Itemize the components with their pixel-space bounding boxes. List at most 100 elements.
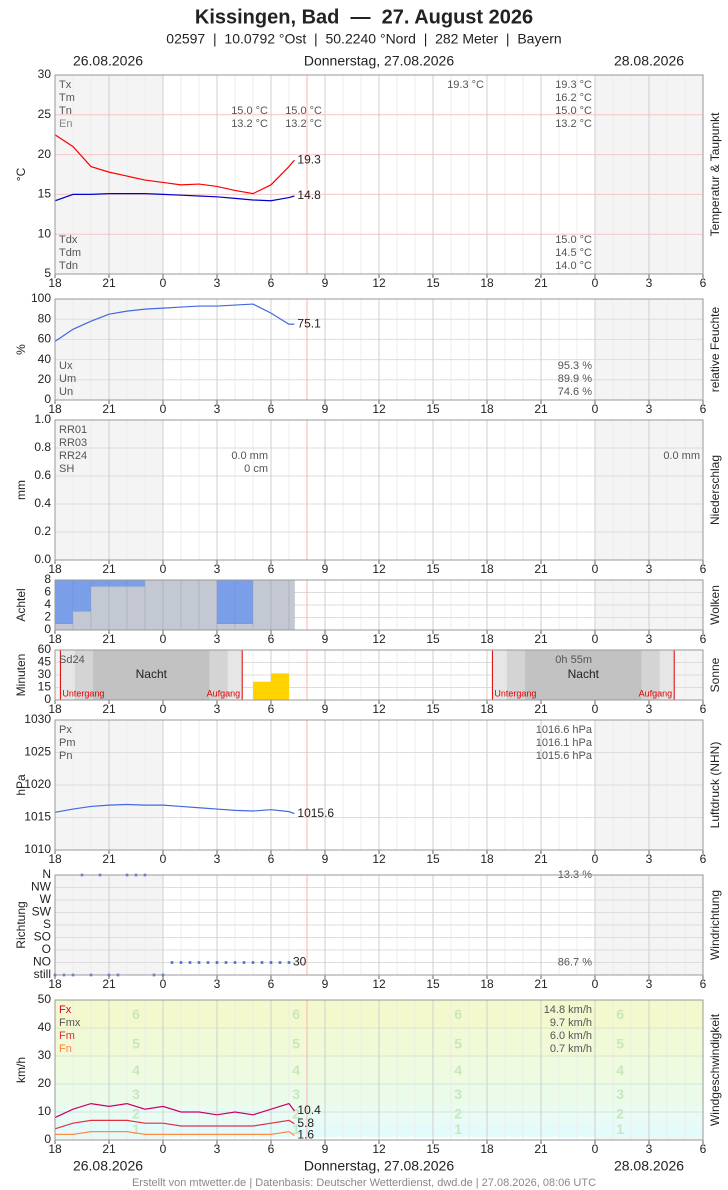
stat-label: Tdx [59, 234, 78, 246]
stat-value: 15.0 °C [555, 234, 592, 246]
end-label: 10.4 [297, 1103, 321, 1117]
x-tick-label: 6 [700, 702, 707, 716]
x-tick-label: 18 [480, 702, 494, 716]
stat-label: Tx [59, 79, 72, 91]
bar [216, 623, 236, 631]
x-tick-label: 12 [372, 562, 386, 576]
stat-value: 9.7 km/h [550, 1017, 592, 1029]
stat-label: RR03 [59, 437, 87, 449]
stat-value: 1016.6 hPa [536, 724, 593, 736]
x-tick-label: 18 [48, 702, 62, 716]
beaufort-label: 3 [454, 1086, 462, 1102]
side-label: Windgeschwindigkeit [708, 1013, 722, 1126]
stat-label: Ux [59, 360, 73, 372]
stat-label: RR24 [59, 450, 87, 462]
y-tick-label: 40 [38, 1020, 52, 1034]
beaufort-label: 2 [616, 1106, 624, 1122]
x-tick-label: 21 [534, 702, 548, 716]
bar [270, 579, 290, 631]
beaufort-label: 1 [616, 1121, 624, 1137]
x-tick-label: 21 [102, 1142, 116, 1156]
y-tick-label: 0.0 [34, 552, 51, 566]
x-tick-label: 18 [48, 276, 62, 290]
end-label: 30 [293, 955, 307, 969]
beaufort-label: 4 [616, 1062, 624, 1078]
bar [162, 579, 182, 631]
bar-complement [126, 579, 146, 587]
point [224, 961, 228, 964]
x-tick-label: 6 [268, 402, 275, 416]
side-label: Niederschlag [708, 455, 722, 525]
y-axis-label: hPa [14, 774, 28, 796]
sunrise-label: Aufgang [639, 688, 673, 698]
x-tick-label: 21 [534, 1142, 548, 1156]
title: Kissingen, Bad — 27. August 2026 [195, 6, 533, 28]
x-tick-label: 21 [534, 977, 548, 991]
y-axis-label: mm [14, 480, 28, 500]
x-tick-label: 21 [102, 977, 116, 991]
stat-value: 19.3 °C [555, 79, 592, 91]
x-tick-label: 21 [534, 852, 548, 866]
x-tick-label: 18 [480, 632, 494, 646]
x-tick-label: 3 [214, 276, 221, 290]
x-tick-label: 6 [700, 276, 707, 290]
x-tick-label: 12 [372, 1142, 386, 1156]
stat-value: 74.6 % [558, 386, 592, 398]
date-left: 26.08.2026 [73, 53, 143, 69]
x-tick-label: 9 [322, 276, 329, 290]
point [242, 961, 246, 964]
y-tick-label: 0 [44, 392, 51, 406]
x-tick-label: 21 [102, 852, 116, 866]
point [188, 961, 192, 964]
stat-value: 15.0 °C [285, 105, 322, 117]
x-tick-label: 3 [214, 402, 221, 416]
x-tick-label: 0 [592, 977, 599, 991]
stat-value: 1016.1 hPa [536, 737, 593, 749]
stat-value: 95.3 % [558, 360, 592, 372]
x-tick-label: 0 [160, 402, 167, 416]
night-label: Nacht [568, 667, 600, 681]
x-tick-label: 18 [480, 276, 494, 290]
y-tick-label: 1030 [24, 712, 51, 726]
x-tick-label: 18 [48, 977, 62, 991]
point [206, 961, 210, 964]
y-tick-label: 0 [44, 622, 51, 636]
x-tick-label: 6 [268, 562, 275, 576]
stat-value: 14.5 °C [555, 247, 592, 259]
x-tick-label: 15 [426, 702, 440, 716]
date-right: 28.08.2026 [614, 1158, 684, 1174]
stat-label: Tdn [59, 260, 78, 272]
x-tick-label: 18 [48, 1142, 62, 1156]
x-tick-label: 15 [426, 276, 440, 290]
x-tick-label: 18 [480, 977, 494, 991]
x-tick-label: 3 [646, 1142, 653, 1156]
x-tick-label: 12 [372, 402, 386, 416]
frame [54, 579, 704, 631]
date-center: Donnerstag, 27.08.2026 [304, 1158, 454, 1174]
beaufort-label: 4 [132, 1062, 140, 1078]
x-tick-label: 9 [322, 632, 329, 646]
stat-value: 15.0 °C [555, 105, 592, 117]
y-tick-label: 45 [38, 655, 52, 669]
y-tick-label: 0.8 [34, 440, 51, 454]
x-tick-label: 18 [480, 852, 494, 866]
beaufort-label: 2 [292, 1106, 300, 1122]
stat-value: 14.8 km/h [544, 1004, 592, 1016]
stat-label: Pm [59, 737, 76, 749]
subtitle: 02597 | 10.0792 °Ost | 50.2240 °Nord | 2… [166, 31, 561, 47]
point [233, 961, 237, 964]
y-tick-label: 20 [38, 372, 52, 386]
y-tick-label: W [40, 892, 52, 906]
bar [54, 623, 74, 631]
y-tick-label: NO [33, 955, 51, 969]
date-left: 26.08.2026 [73, 1158, 143, 1174]
point [278, 961, 282, 964]
y-tick-label: 30 [38, 1048, 52, 1062]
frame [54, 874, 704, 976]
stat-label: Fx [59, 1004, 72, 1016]
x-tick-label: 0 [592, 632, 599, 646]
y-tick-label: 8 [44, 572, 51, 586]
stat-value: 13.2 °C [555, 118, 592, 130]
stat-value: 1015.6 hPa [536, 750, 593, 762]
end-label: 75.1 [297, 316, 321, 330]
